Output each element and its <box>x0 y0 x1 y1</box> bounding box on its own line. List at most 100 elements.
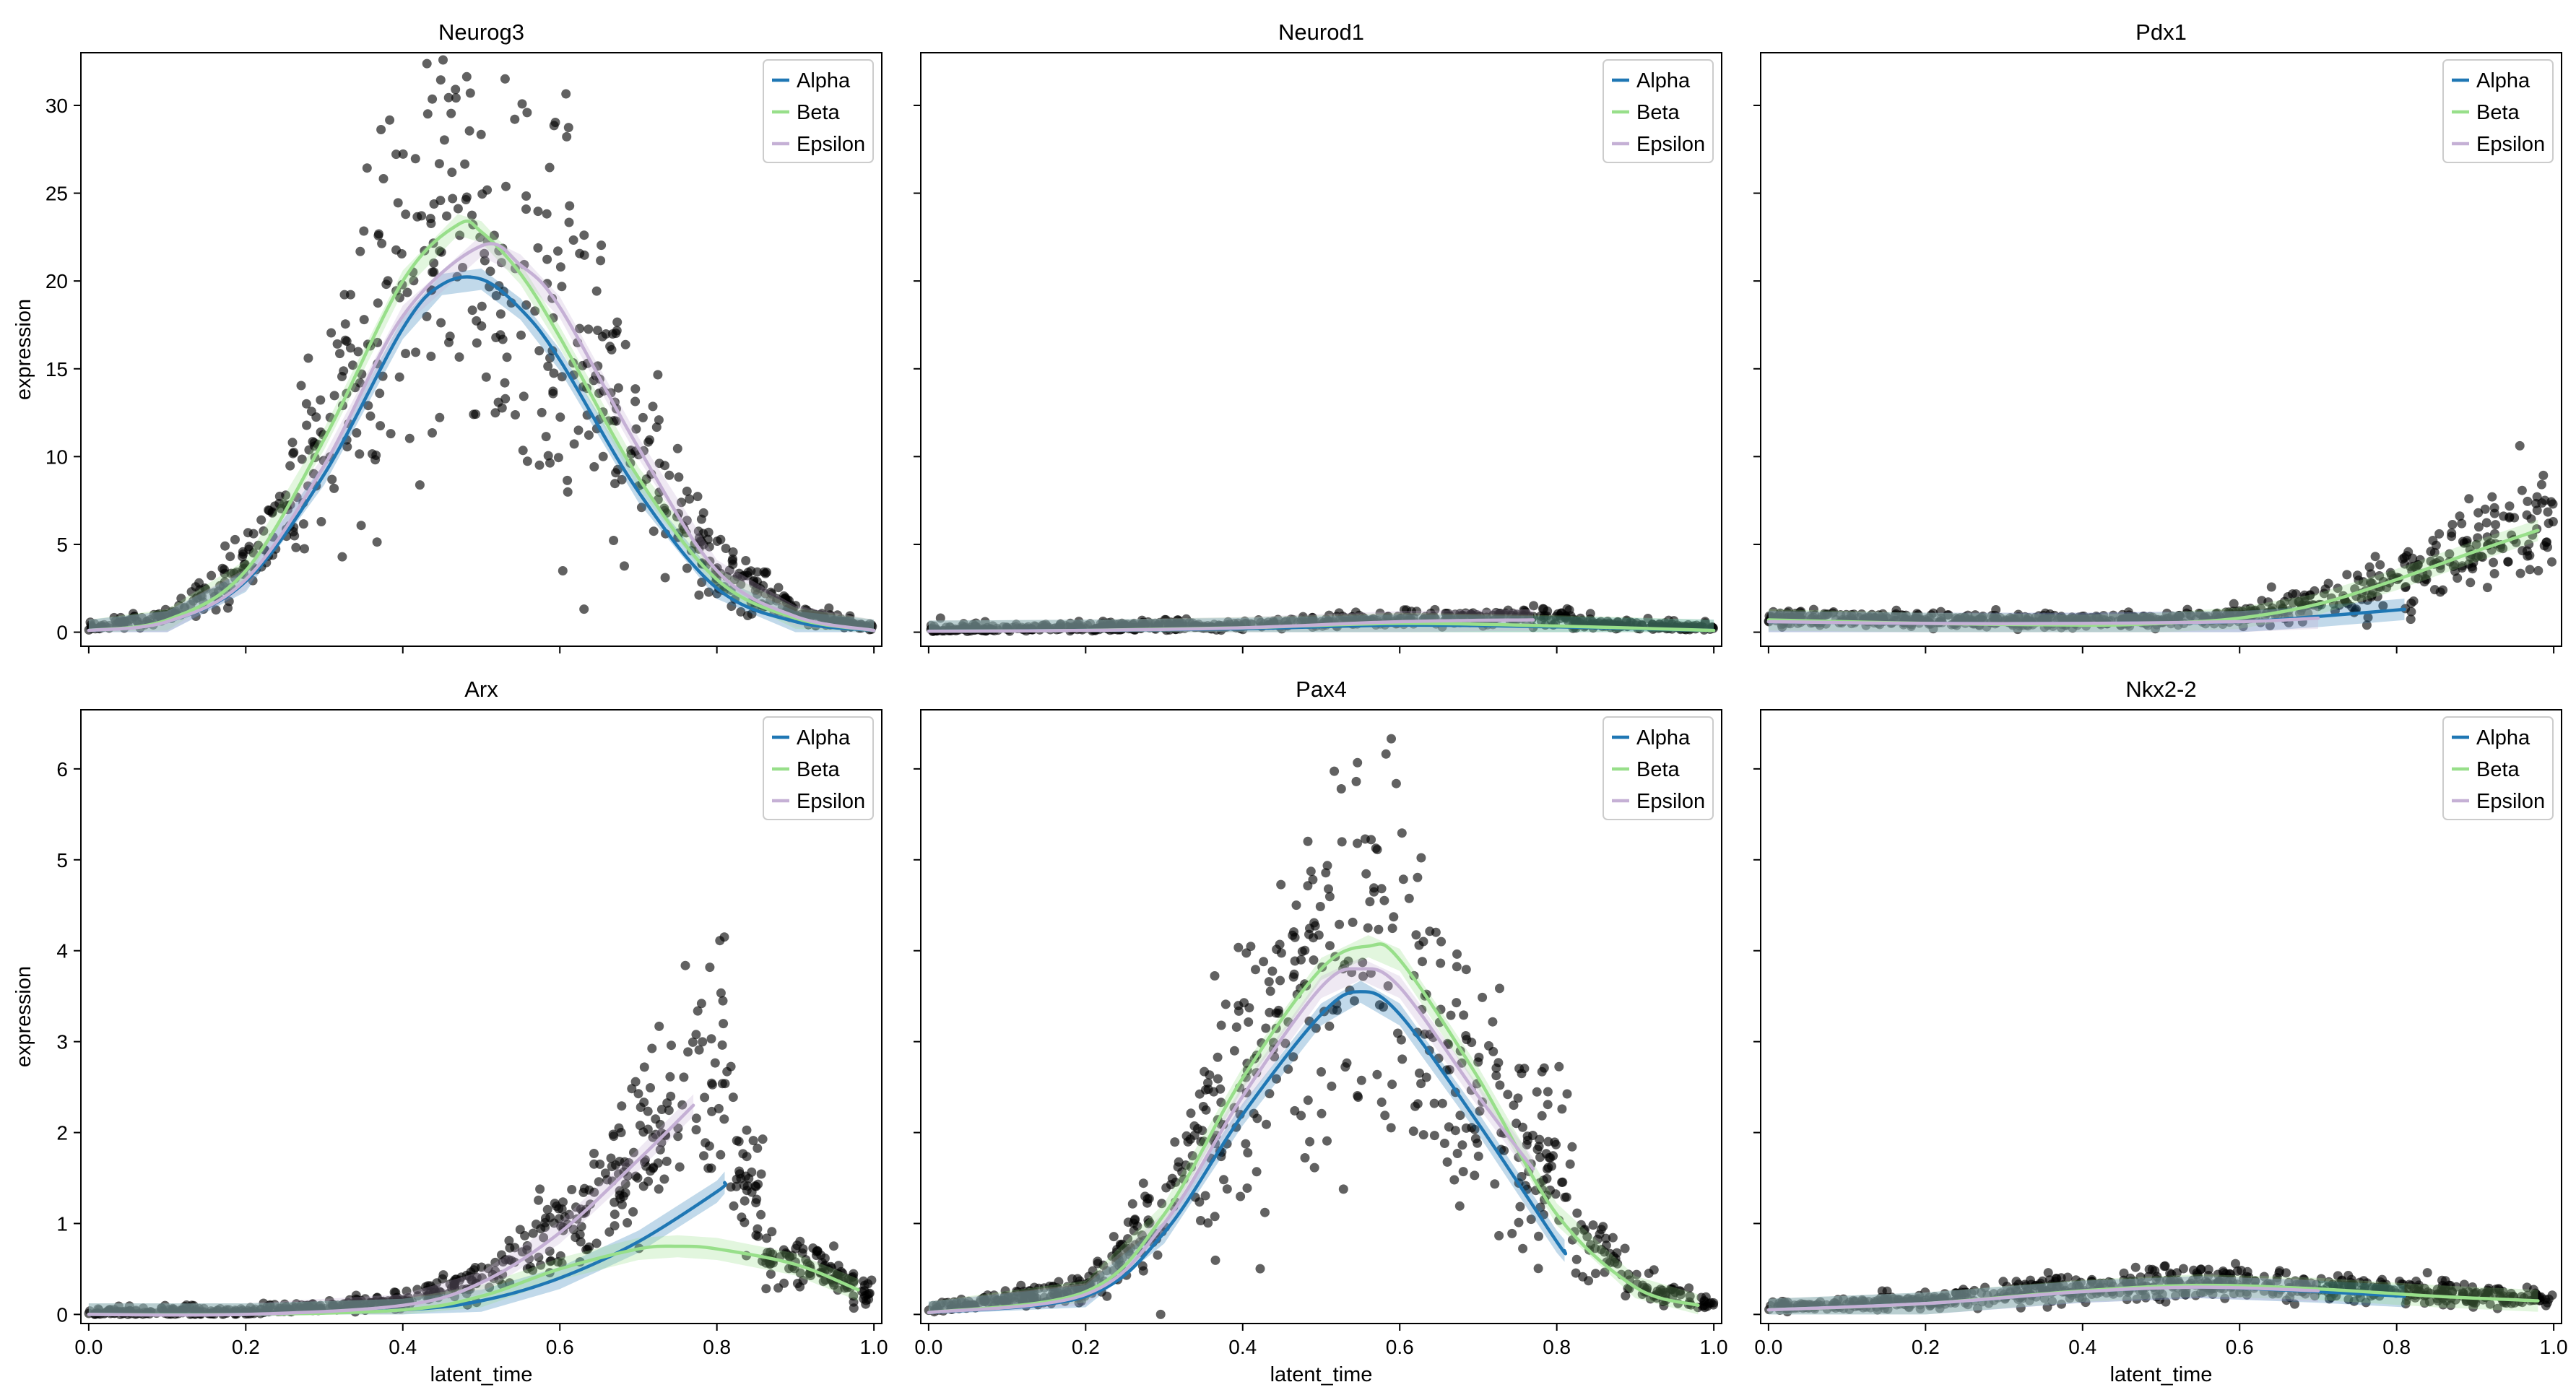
scatter-point <box>2323 578 2333 588</box>
y-tick-label: 2 <box>56 1122 68 1144</box>
panel-title: Pdx1 <box>2135 19 2187 45</box>
scatter-point <box>2438 1300 2448 1310</box>
scatter-point <box>428 428 437 438</box>
scatter-point <box>2401 583 2411 593</box>
scatter-point <box>2042 1302 2052 1312</box>
scatter-point <box>423 1281 433 1291</box>
scatter-point <box>265 1300 275 1311</box>
scatter-point <box>296 381 306 391</box>
scatter-point <box>495 309 506 319</box>
scatter-point <box>1462 1035 1472 1045</box>
scatter-point <box>2441 1282 2450 1292</box>
scatter-point <box>2366 569 2376 579</box>
scatter-point <box>1660 618 1670 628</box>
scatter-point <box>1275 975 1285 986</box>
scatter-point <box>1280 617 1290 627</box>
scatter-point <box>706 1163 716 1173</box>
scatter-point <box>372 537 382 547</box>
scatter-point <box>1011 620 1021 630</box>
scatter-point <box>651 422 662 433</box>
scatter-point <box>2052 1274 2062 1284</box>
scatter-point <box>342 336 352 347</box>
scatter-point <box>610 1209 620 1220</box>
scatter-point <box>365 411 376 421</box>
scatter-point <box>680 960 690 970</box>
scatter-point <box>2485 1299 2495 1309</box>
scatter-point <box>1475 1106 1485 1116</box>
scatter-point <box>160 1300 170 1311</box>
axes-frame <box>1760 52 2562 647</box>
scatter-point <box>220 568 230 578</box>
scatter-point <box>389 1287 399 1298</box>
scatter-point <box>525 1262 535 1272</box>
panel-arx: 0.0 0.2 0.4 0.6 0.8 1.0 0 1 2 3 4 5 6 Arx latent_time e… <box>12 677 888 1386</box>
scatter-point <box>2238 622 2248 632</box>
scatter-point <box>2265 620 2275 630</box>
scatter-point <box>1457 1140 1467 1150</box>
scatter-point <box>2203 1271 2213 1280</box>
scatter-point <box>2515 568 2525 578</box>
scatter-point <box>1283 1064 1293 1074</box>
scatter-point <box>1495 1080 1505 1090</box>
scatter-point <box>732 1181 742 1191</box>
scatter-point <box>1072 1274 1083 1284</box>
scatter-point <box>448 1277 459 1287</box>
scatter-point <box>326 328 337 338</box>
scatter-point <box>1418 936 1428 947</box>
scatter-point <box>1061 621 1071 631</box>
scatter-point <box>589 375 599 386</box>
series-line-alpha <box>927 990 1568 1315</box>
scatter-point <box>533 243 543 253</box>
scatter-point <box>451 93 461 103</box>
scatter-point <box>1659 1300 1669 1311</box>
scatter-point <box>589 1159 599 1169</box>
scatter-point <box>766 1269 776 1279</box>
scatter-point <box>1436 1004 1446 1014</box>
scatter-point <box>1311 1023 1321 1033</box>
legend-label-beta: Beta <box>797 758 841 781</box>
scatter-point <box>716 988 726 998</box>
scatter-point <box>2543 507 2553 517</box>
scatter-point <box>467 305 477 316</box>
scatter-point <box>2366 578 2375 588</box>
scatter-point <box>728 547 738 557</box>
scatter-point <box>543 451 553 461</box>
scatter-point <box>1372 1069 1382 1079</box>
scatter-point <box>485 266 495 277</box>
scatter-point <box>838 617 849 627</box>
scatter-point <box>545 353 555 363</box>
scatter-point <box>732 571 742 581</box>
scatter-point <box>584 430 594 440</box>
scatter-point <box>1236 1191 1246 1201</box>
scatter-point <box>706 1078 716 1088</box>
scatter-point <box>297 454 307 464</box>
scatter-point <box>1397 1054 1408 1064</box>
scatter-point <box>2467 562 2477 572</box>
scatter-point <box>753 1231 763 1241</box>
scatter-point <box>639 1062 649 1072</box>
scatter-point <box>1216 1020 1226 1030</box>
scatter-point <box>211 605 221 615</box>
scatter-point <box>553 453 563 463</box>
scatter-point <box>149 609 159 620</box>
scatter-point <box>1231 1022 1241 1032</box>
band-epsilon <box>88 1094 694 1315</box>
scatter-point <box>758 1134 768 1144</box>
y-tick-label: 3 <box>56 1031 68 1053</box>
scatter-point <box>699 1151 708 1161</box>
scatter-point <box>935 613 945 623</box>
plot-area-nkx2-2 <box>1764 1259 2557 1317</box>
legend-box <box>1603 59 1714 163</box>
scatter-point <box>2016 1303 2026 1313</box>
scatter-point <box>682 516 692 526</box>
scatter-point <box>533 207 543 217</box>
scatter-point <box>673 1131 683 1142</box>
scatter-point <box>620 339 630 349</box>
scatter-point <box>719 1019 729 1029</box>
scatter-point <box>1535 611 1545 621</box>
scatter-point <box>1439 1139 1449 1148</box>
scatter-point <box>1243 1148 1253 1157</box>
scatter-point <box>631 424 641 434</box>
scatter-point <box>665 1072 675 1082</box>
axes-frame <box>80 52 882 647</box>
